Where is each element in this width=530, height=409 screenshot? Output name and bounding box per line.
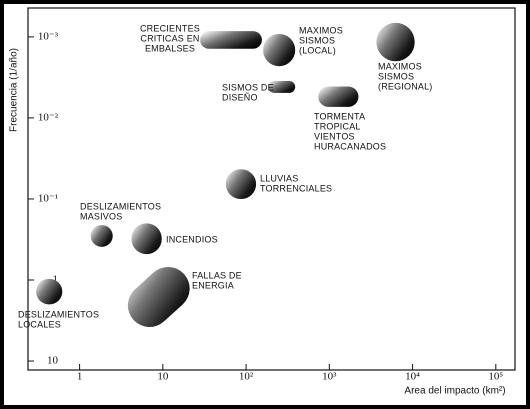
event-label: MAXIMOS [378,61,422,71]
x-tick-label: 10² [239,371,254,383]
x-tick-label: 10⁴ [405,371,420,383]
x-tick-label: 10³ [322,371,337,383]
x-tick-label: 1 [77,371,83,383]
event-label: (REGIONAL) [378,81,433,91]
event-label: LLUVIAS [260,173,298,183]
event-label: (LOCAL) [299,45,336,55]
event-label: DESLIZAMIENTOS [18,309,99,319]
event-label: ENERGIA [192,280,234,290]
event-label: LOCALES [18,319,61,329]
event-shape [36,278,63,305]
event-label: SISMOS DE [222,82,274,92]
event-label: SISMOS [378,71,414,81]
event-shape [200,31,262,49]
event-shape [318,86,359,107]
event-label: VIENTOS [314,131,355,141]
y-tick-label: 10⁻³ [38,30,59,42]
event-label: TORRENCIALES [260,183,332,193]
event-shape [263,33,296,67]
x-tick-label: 10⁵ [488,371,503,383]
event-label: MASIVOS [80,211,122,221]
y-tick-label: 10⁻¹ [38,192,58,204]
event-label: TORMENTA [314,111,365,121]
y-axis-title: Frecuencia (1/año) [9,48,20,132]
event-label: INCENDIOS [166,234,218,244]
event-label: CRITICAS EN [140,33,199,43]
event-shape [225,169,257,199]
event-label: DESLIZAMIENTOS [80,201,161,211]
event-shape [90,225,113,247]
y-tick-label: 10⁻² [38,111,59,123]
y-tick-label: 1 [53,274,59,286]
event-label: FALLAS DE [192,270,242,280]
x-tick-label: 10 [157,371,169,383]
event-shape [131,223,162,255]
event-label: MAXIMOS [299,25,343,35]
x-axis-title: Area del impacto (km²) [404,386,505,397]
y-tick-label: 10 [47,355,59,367]
event-label: CRECIENTES [140,23,200,33]
event-shape [376,22,415,62]
event-label: TROPICAL [314,121,361,131]
event-label: SISMOS [299,35,335,45]
event-shape [268,80,296,93]
event-label: HURACANADOS [314,141,386,151]
event-label: DISEÑO [222,92,258,102]
plot-frame [27,7,516,371]
event-shape [127,266,190,327]
event-label: EMBALSES [145,43,195,53]
